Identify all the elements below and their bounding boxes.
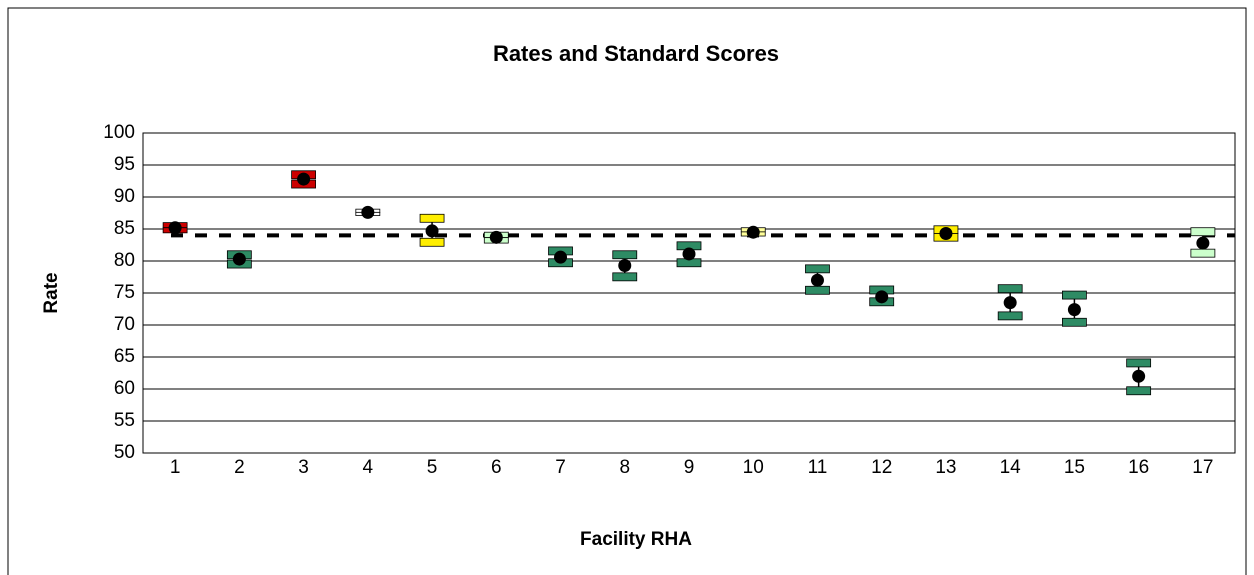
x-tick-label: 14 bbox=[1000, 457, 1022, 478]
lower-cap bbox=[1190, 248, 1216, 258]
lower-cap bbox=[805, 285, 830, 295]
y-tick-label: 95 bbox=[114, 154, 135, 175]
x-tick-label: 2 bbox=[234, 457, 245, 478]
y-tick-label: 85 bbox=[114, 218, 135, 239]
rate-point bbox=[618, 258, 632, 272]
rate-point bbox=[554, 250, 568, 264]
rate-point bbox=[232, 252, 246, 266]
lower-cap bbox=[1062, 317, 1087, 327]
x-tick-label: 13 bbox=[935, 457, 956, 478]
rate-point bbox=[425, 224, 439, 238]
rate-point bbox=[297, 172, 311, 186]
y-tick-label: 100 bbox=[103, 122, 135, 143]
rate-point bbox=[1196, 236, 1210, 250]
y-tick-label: 75 bbox=[114, 282, 135, 303]
x-tick-label: 8 bbox=[619, 457, 630, 478]
x-tick-label: 16 bbox=[1128, 457, 1149, 478]
x-tick-label: 1 bbox=[170, 457, 181, 478]
x-tick-label: 15 bbox=[1064, 457, 1085, 478]
rate-point bbox=[489, 230, 503, 244]
x-tick-label: 9 bbox=[684, 457, 695, 478]
upper-cap bbox=[419, 213, 445, 223]
upper-cap bbox=[997, 284, 1023, 294]
upper-cap bbox=[1190, 227, 1216, 237]
y-tick-label: 70 bbox=[114, 314, 135, 335]
y-tick-label: 90 bbox=[114, 186, 135, 207]
rate-point bbox=[746, 225, 760, 239]
x-tick-label: 10 bbox=[743, 457, 764, 478]
x-tick-label: 5 bbox=[427, 457, 438, 478]
x-tick-label: 4 bbox=[363, 457, 374, 478]
y-tick-label: 80 bbox=[114, 250, 135, 271]
lower-cap bbox=[997, 311, 1023, 321]
y-tick-label: 65 bbox=[114, 346, 135, 367]
rate-point bbox=[1132, 369, 1146, 383]
y-tick-label: 50 bbox=[114, 442, 135, 463]
x-tick-label: 11 bbox=[808, 457, 828, 478]
x-tick-label: 17 bbox=[1192, 457, 1213, 478]
y-tick-label: 55 bbox=[114, 410, 135, 431]
rate-point bbox=[1067, 303, 1081, 317]
rate-point bbox=[810, 273, 824, 287]
lower-cap bbox=[1126, 386, 1152, 396]
rate-point bbox=[1003, 296, 1017, 310]
x-tick-label: 3 bbox=[298, 457, 309, 478]
rate-point bbox=[361, 205, 375, 219]
rate-point bbox=[875, 290, 889, 304]
chart-title: Rates and Standard Scores bbox=[493, 41, 779, 66]
y-tick-label: 60 bbox=[114, 378, 135, 399]
upper-cap bbox=[805, 264, 830, 274]
x-tick-label: 6 bbox=[491, 457, 502, 478]
y-axis-label: Rate bbox=[41, 272, 62, 313]
x-tick-label: 12 bbox=[871, 457, 892, 478]
upper-cap bbox=[1126, 358, 1152, 368]
upper-cap bbox=[1062, 290, 1087, 300]
rate-point bbox=[168, 221, 182, 235]
x-tick-label: 7 bbox=[555, 457, 566, 478]
x-axis-label: Facility RHA bbox=[580, 529, 692, 550]
lower-cap bbox=[612, 272, 638, 282]
upper-cap bbox=[612, 250, 638, 260]
rate-point bbox=[682, 247, 696, 261]
lower-cap bbox=[419, 237, 445, 247]
rate-point bbox=[939, 226, 953, 240]
